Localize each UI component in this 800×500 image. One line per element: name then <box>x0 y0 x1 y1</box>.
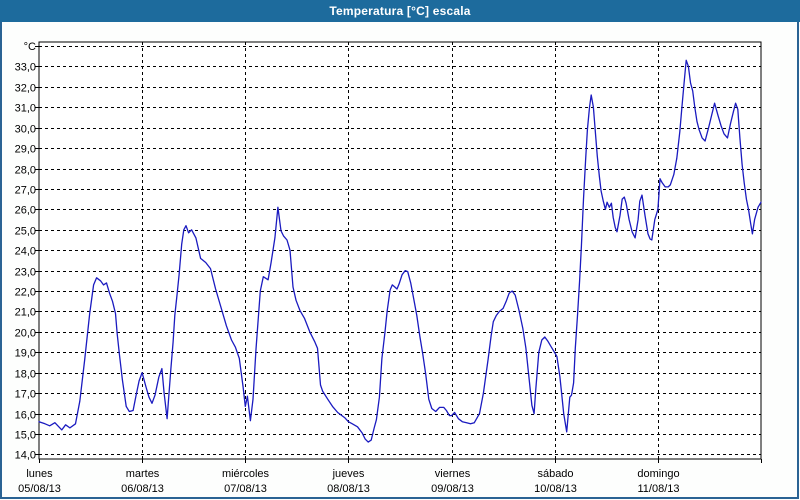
axis-ticks <box>35 46 762 463</box>
y-tick-label: 15,0 <box>15 430 36 442</box>
x-tick-day-name: lunes <box>26 468 53 480</box>
x-tick-date: 10/08/13 <box>534 483 577 495</box>
y-tick-label: 31,0 <box>15 103 36 115</box>
y-tick-label: 29,0 <box>15 144 36 156</box>
x-tick-day-name: jueves <box>332 468 365 480</box>
x-tick-day-name: sábado <box>537 468 573 480</box>
y-tick-label: 24,0 <box>15 246 36 258</box>
x-tick-date: 05/08/13 <box>18 483 61 495</box>
x-tick-date: 08/08/13 <box>327 483 370 495</box>
y-axis-unit-label: °C <box>24 41 36 53</box>
x-tick-date: 11/08/13 <box>637 483 679 495</box>
y-tick-label: 16,0 <box>15 410 36 422</box>
y-tick-label: 23,0 <box>15 267 36 279</box>
x-tick-day-name: martes <box>126 468 160 480</box>
y-tick-label: 18,0 <box>15 369 36 381</box>
x-tick-date: 09/08/13 <box>431 483 474 495</box>
x-tick-date: 07/08/13 <box>224 483 267 495</box>
y-tick-label: 33,0 <box>15 62 36 74</box>
y-tick-label: 32,0 <box>15 83 36 95</box>
y-tick-label: 26,0 <box>15 205 36 217</box>
x-tick-day-name: domingo <box>637 468 679 480</box>
y-tick-label: 20,0 <box>15 328 36 340</box>
window-title: Temperatura [°C] escala <box>329 4 471 18</box>
y-tick-label: 27,0 <box>15 185 36 197</box>
y-axis-labels: 14,0 15,0 16,0 17,0 18,0 19,0 20,0 21,0 22,0 23,0… <box>15 41 36 462</box>
x-tick-day-name: viernes <box>435 468 471 480</box>
y-tick-label: 28,0 <box>15 165 36 177</box>
y-tick-label: 22,0 <box>15 287 36 299</box>
y-tick-label: 14,0 <box>15 450 36 462</box>
x-tick-date: 06/08/13 <box>121 483 164 495</box>
y-tick-label: 19,0 <box>15 348 36 360</box>
gridlines <box>39 42 761 459</box>
y-tick-label: 21,0 <box>15 307 36 319</box>
y-tick-label: 17,0 <box>15 389 36 401</box>
y-tick-label: 30,0 <box>15 124 36 136</box>
temperature-series-line <box>38 59 762 443</box>
x-tick-day-name: miércoles <box>222 468 270 480</box>
window-title-bar: Temperatura [°C] escala <box>0 0 800 22</box>
x-axis-labels: lunes 05/08/13 martes 06/08/13 miércoles 07/0… <box>18 468 680 495</box>
y-tick-label: 25,0 <box>15 226 36 238</box>
